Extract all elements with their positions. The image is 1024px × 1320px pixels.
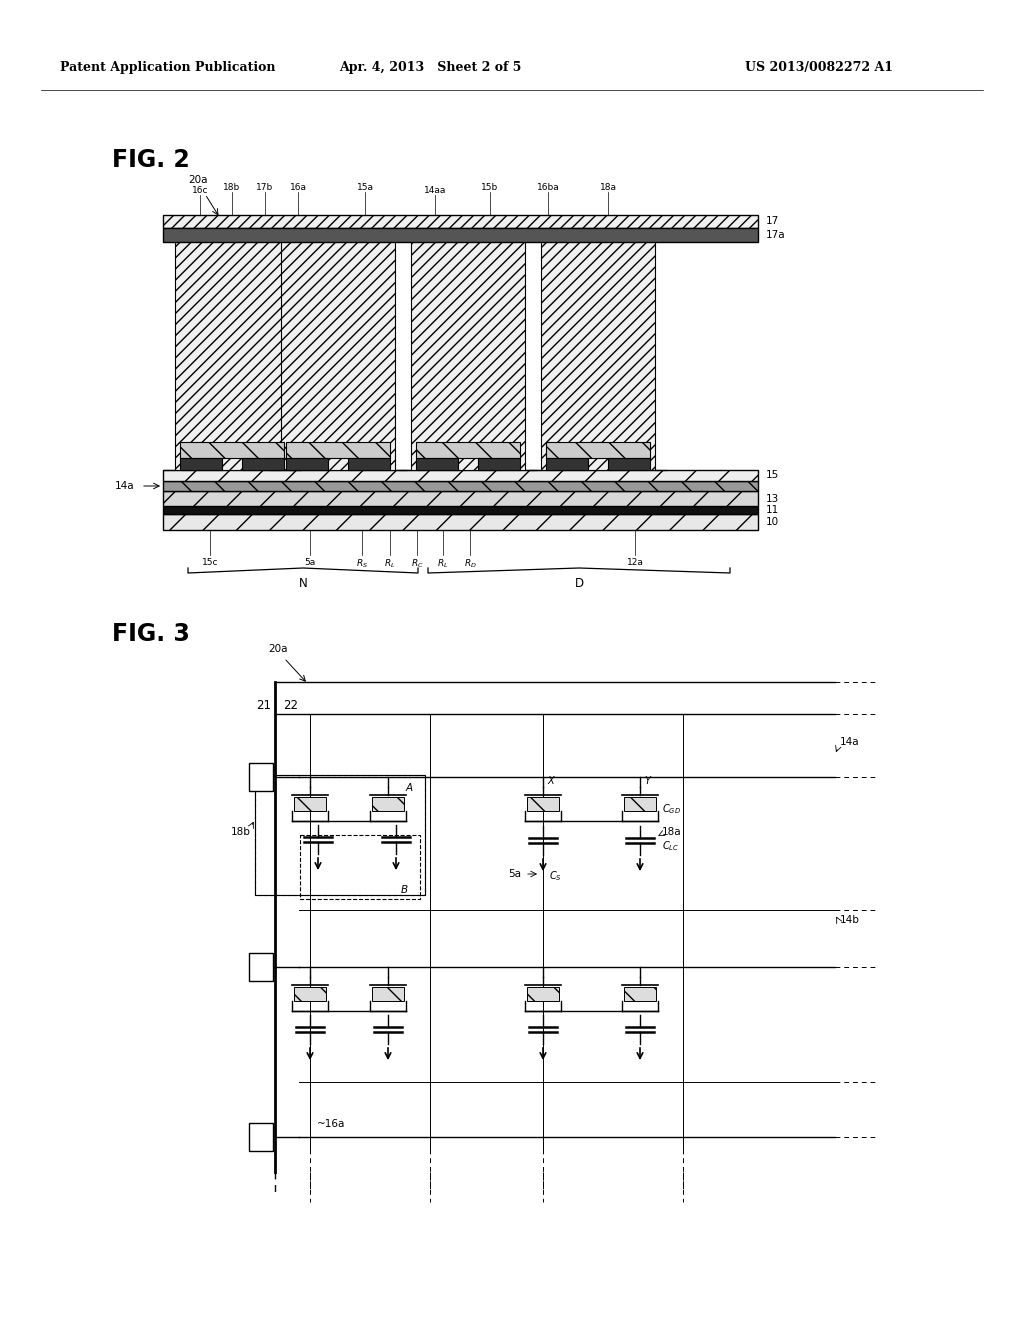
Bar [608, 458, 650, 470]
Text: 20a: 20a [268, 644, 288, 653]
Text: Apr. 4, 2013   Sheet 2 of 5: Apr. 4, 2013 Sheet 2 of 5 [339, 62, 521, 74]
Bar [527, 987, 559, 1001]
Text: 21: 21 [256, 700, 271, 711]
Text: 16a: 16a [290, 183, 306, 191]
Bar [163, 513, 758, 531]
Bar [348, 458, 390, 470]
Polygon shape [163, 222, 301, 470]
Bar [286, 458, 328, 470]
Text: 14a: 14a [840, 737, 859, 747]
Text: 11: 11 [766, 506, 779, 515]
Bar [180, 442, 284, 458]
Bar [294, 797, 326, 810]
Text: 18b: 18b [223, 183, 241, 191]
Text: 16ba: 16ba [537, 183, 559, 191]
Text: 15a: 15a [356, 183, 374, 191]
Text: $R_L$: $R_L$ [384, 558, 395, 570]
Bar [624, 987, 656, 1001]
Text: $R_D$: $R_D$ [464, 558, 476, 570]
Text: 17: 17 [766, 216, 779, 226]
Bar [180, 458, 222, 470]
Text: 15: 15 [766, 470, 779, 480]
Text: $C_{LC}$: $C_{LC}$ [662, 840, 679, 853]
Text: FIG. 2: FIG. 2 [112, 148, 189, 172]
Text: 5a: 5a [508, 869, 521, 879]
Bar [527, 797, 559, 810]
Text: 18a: 18a [599, 183, 616, 191]
Bar [249, 763, 273, 791]
Bar [163, 228, 758, 242]
Bar [249, 953, 273, 981]
Text: 20a: 20a [188, 176, 208, 185]
Text: FIG. 3: FIG. 3 [112, 622, 189, 645]
Text: N: N [299, 577, 307, 590]
Text: $R_S$: $R_S$ [356, 558, 368, 570]
Bar [163, 491, 758, 506]
Text: 16c: 16c [191, 186, 208, 195]
Bar [294, 987, 326, 1001]
Text: X: X [547, 776, 554, 785]
Text: $R_L$: $R_L$ [437, 558, 449, 570]
Text: 15c: 15c [202, 558, 218, 568]
Text: D: D [574, 577, 584, 590]
Polygon shape [399, 222, 537, 470]
Text: 18a: 18a [662, 828, 682, 837]
Text: Y: Y [644, 776, 650, 785]
Bar [624, 797, 656, 810]
Bar [546, 442, 650, 458]
Text: B: B [400, 884, 408, 895]
Text: 15b: 15b [481, 183, 499, 191]
Text: 17b: 17b [256, 183, 273, 191]
Bar [372, 987, 404, 1001]
Bar [163, 506, 758, 513]
Text: 18b: 18b [231, 828, 251, 837]
Bar [163, 470, 758, 480]
Bar [372, 797, 404, 810]
Bar [242, 458, 284, 470]
Text: 14b: 14b [840, 915, 860, 925]
Text: $C_{GD}$: $C_{GD}$ [662, 803, 681, 816]
Bar [416, 442, 520, 458]
Bar [255, 775, 425, 895]
Bar [300, 836, 420, 899]
Text: US 2013/0082272 A1: US 2013/0082272 A1 [745, 62, 893, 74]
Polygon shape [529, 222, 667, 470]
Text: 17a: 17a [766, 230, 785, 240]
Text: $C_S$: $C_S$ [549, 869, 562, 883]
Bar [416, 458, 458, 470]
Bar [478, 458, 520, 470]
Text: 14a: 14a [115, 480, 134, 491]
Bar [163, 480, 758, 491]
Text: 10: 10 [766, 517, 779, 527]
Text: ~16a: ~16a [317, 1119, 345, 1129]
Bar [249, 1123, 273, 1151]
Bar [163, 215, 758, 228]
Bar [255, 775, 425, 895]
Text: 14aa: 14aa [424, 186, 446, 195]
Text: 5a: 5a [304, 558, 315, 568]
Text: A: A [406, 783, 413, 793]
Text: 22: 22 [283, 700, 298, 711]
Bar [286, 442, 390, 458]
Text: 12a: 12a [627, 558, 643, 568]
Polygon shape [269, 222, 407, 470]
Bar [546, 458, 588, 470]
Text: 13: 13 [766, 494, 779, 503]
Text: $R_C$: $R_C$ [411, 558, 423, 570]
Text: Patent Application Publication: Patent Application Publication [60, 62, 275, 74]
